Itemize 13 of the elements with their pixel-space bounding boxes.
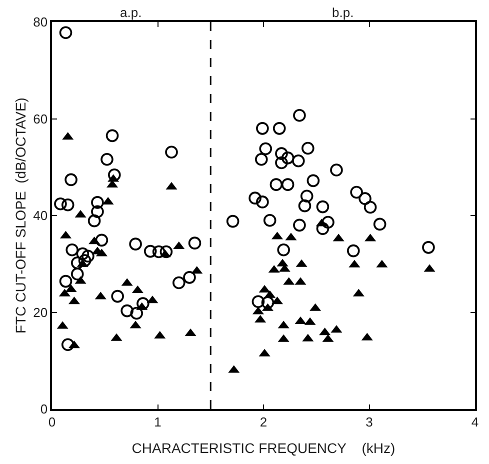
y-tick-label: 80 <box>33 14 48 30</box>
x-tick-label: 2 <box>260 414 268 430</box>
text: a.p. <box>120 5 142 20</box>
x-tick-label: 3 <box>366 414 373 430</box>
y-tick-label: 60 <box>33 111 48 126</box>
y-tick-label: 20 <box>33 304 48 320</box>
x-axis-title: CHARACTERISTIC FREQUENCY (kHz) <box>132 440 396 456</box>
y-axis-title: FTC CUT-OFF SLOPE (dB/OCTAVE) <box>12 98 28 334</box>
text: b.p. <box>332 5 354 20</box>
y-tick-label: 40 <box>33 208 48 224</box>
y-tick-label: 0 <box>40 402 48 417</box>
x-tick-label: 4 <box>471 414 479 430</box>
x-tick-label: 1 <box>154 414 162 430</box>
